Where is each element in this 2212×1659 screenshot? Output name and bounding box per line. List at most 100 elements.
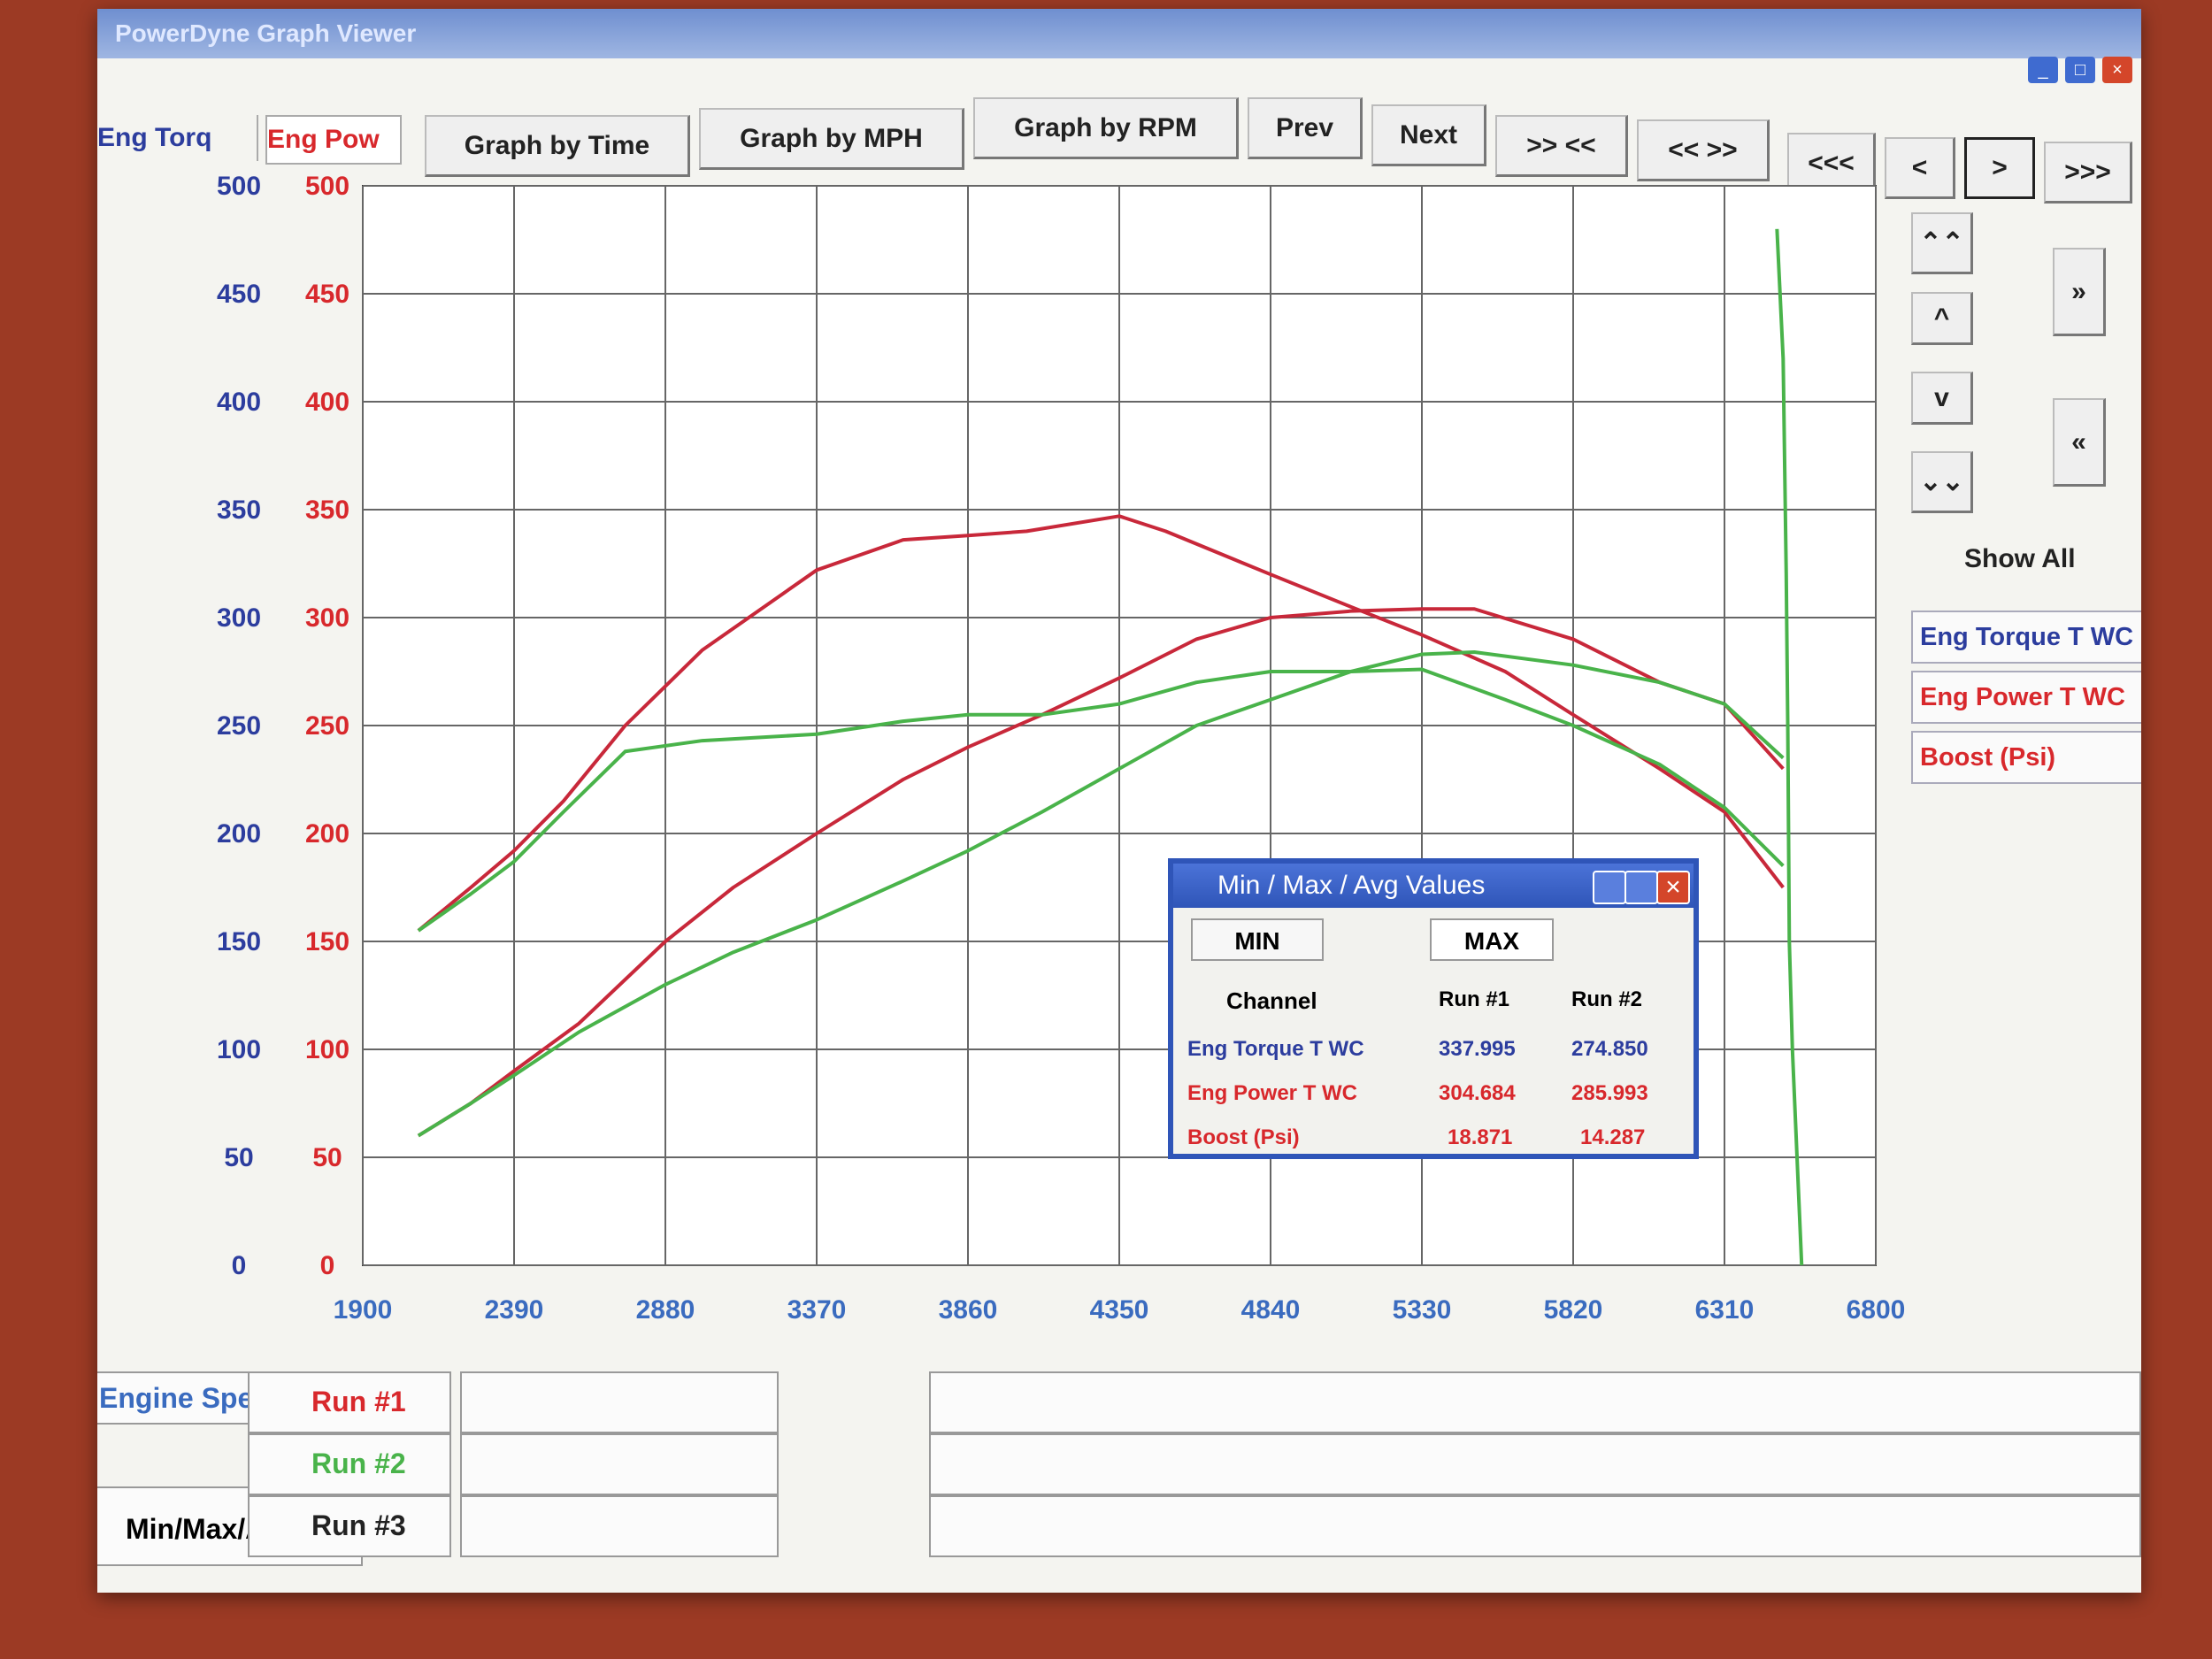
dialog-minimize-button[interactable] xyxy=(1593,871,1626,904)
y-tick-label-torque: 0 xyxy=(232,1251,247,1280)
y-tick-label-power: 0 xyxy=(320,1251,335,1280)
y-tick-label-torque: 50 xyxy=(224,1143,253,1172)
graph-viewer-window: PowerDyne Graph Viewer _ □ × Eng Torq En… xyxy=(97,9,2141,1593)
header-run1: Run #1 xyxy=(1439,987,1510,1011)
pan-right-scroll-button[interactable]: » xyxy=(2053,248,2106,336)
x-tick-label: 4840 xyxy=(1241,1295,1301,1325)
row-run1-value: 18.871 xyxy=(1448,1125,1513,1149)
series-line-3 xyxy=(417,650,1785,1138)
y-tick-label-power: 250 xyxy=(305,711,349,741)
x-tick-label: 1900 xyxy=(334,1295,393,1325)
dialog-title: Min / Max / Avg Values xyxy=(1217,871,1486,900)
row-run1-value: 337.995 xyxy=(1439,1037,1516,1061)
y-tick-label-torque: 400 xyxy=(217,388,261,417)
x-tick-label: 2390 xyxy=(485,1295,544,1325)
y-tick-label-torque: 350 xyxy=(217,495,261,525)
y-tick-label-torque: 250 xyxy=(217,711,261,741)
run2-label: Run #2 xyxy=(311,1448,406,1479)
zoom-in-button[interactable]: >> << xyxy=(1495,115,1628,177)
x-tick-label: 6310 xyxy=(1695,1295,1755,1325)
pan-left-scroll-button[interactable]: « xyxy=(2053,398,2106,487)
maximize-button[interactable]: □ xyxy=(2065,57,2095,83)
graph-by-rpm-button[interactable]: Graph by RPM xyxy=(973,97,1239,159)
prev-button[interactable]: Prev xyxy=(1248,97,1363,159)
channel-boost[interactable]: Boost (Psi) xyxy=(1911,731,2141,784)
channel-eng-power[interactable]: Eng Power T WC xyxy=(1911,671,2141,724)
run1-label: Run #1 xyxy=(311,1386,406,1417)
series-line-2 xyxy=(417,667,1785,933)
scroll-down-fast-button[interactable]: ⌄⌄ xyxy=(1911,451,1973,513)
tab-eng-power[interactable]: Eng Pow xyxy=(265,115,402,165)
run2-label-box: Run #2 xyxy=(248,1433,451,1495)
dyno-chart: 1900 2390 2880 3370 3860 4350 4840 5330 5820 6310… xyxy=(217,172,1906,1325)
row-run2-value: 285.993 xyxy=(1571,1081,1648,1105)
y-tick-label-power: 100 xyxy=(305,1035,349,1064)
channel-eng-torque[interactable]: Eng Torque T WC xyxy=(1911,611,2141,664)
row-channel: Boost (Psi) xyxy=(1187,1125,1300,1149)
y-tick-label-power: 500 xyxy=(305,172,349,201)
y-tick-label-torque: 100 xyxy=(217,1035,261,1064)
next-button[interactable]: Next xyxy=(1371,104,1486,166)
tab-min[interactable]: MIN xyxy=(1191,918,1324,961)
zoom-out-button[interactable]: << >> xyxy=(1637,119,1770,181)
tab-max[interactable]: MAX xyxy=(1430,918,1554,961)
run3-file-field[interactable] xyxy=(460,1495,779,1557)
graph-by-time-button[interactable]: Graph by Time xyxy=(425,115,690,177)
y-tick-label-power: 350 xyxy=(305,495,349,525)
x-tick-label: 3370 xyxy=(787,1295,847,1325)
scroll-up-button[interactable]: ^ xyxy=(1911,292,1973,345)
scroll-down-button[interactable]: v xyxy=(1911,372,1973,425)
chevrons-icon: » xyxy=(2071,276,2086,306)
y-tick-label-power: 50 xyxy=(312,1143,342,1172)
min-max-dialog: Min / Max / Avg Values × MIN MAX Channel… xyxy=(1168,858,1699,1159)
series-line-1 xyxy=(417,607,1785,1138)
row-run2-value: 274.850 xyxy=(1571,1037,1648,1061)
run1-file-field[interactable] xyxy=(460,1371,779,1433)
y-tick-label-power: 200 xyxy=(305,819,349,849)
minimize-button[interactable]: _ xyxy=(2028,57,2058,83)
y-tick-label-power: 400 xyxy=(305,388,349,417)
window-title: PowerDyne Graph Viewer xyxy=(115,19,417,47)
scroll-up-fast-button[interactable]: ⌃⌃ xyxy=(1911,212,1973,274)
run1-label-box: Run #1 xyxy=(248,1371,451,1433)
series-line-4 xyxy=(1775,228,1804,1266)
chevrons-icon: « xyxy=(2071,426,2086,457)
x-tick-label: 3860 xyxy=(939,1295,998,1325)
header-run2: Run #2 xyxy=(1571,987,1643,1011)
run2-file-field[interactable] xyxy=(460,1433,779,1495)
forward-button[interactable]: > xyxy=(1964,137,2035,199)
row-channel: Eng Torque T WC xyxy=(1187,1037,1364,1061)
series-line-0 xyxy=(417,514,1785,933)
row-run1-value: 304.684 xyxy=(1439,1081,1516,1105)
window-titlebar: PowerDyne Graph Viewer xyxy=(97,9,2141,58)
y-tick-label-power: 300 xyxy=(305,603,349,633)
show-all-button[interactable]: Show All xyxy=(1964,544,2076,573)
row-channel: Eng Power T WC xyxy=(1187,1081,1357,1105)
y-tick-label-torque: 300 xyxy=(217,603,261,633)
y-tick-label-power: 150 xyxy=(305,927,349,956)
y-tick-label-torque: 450 xyxy=(217,280,261,309)
y-tick-label-torque: 150 xyxy=(217,927,261,956)
row-run2-value: 14.287 xyxy=(1580,1125,1646,1149)
y-tick-label-power: 450 xyxy=(305,280,349,309)
dialog-maximize-button[interactable] xyxy=(1624,871,1658,904)
back-button[interactable]: < xyxy=(1885,137,1955,199)
x-tick-label: 4350 xyxy=(1090,1295,1149,1325)
run3-info-field xyxy=(929,1495,2141,1557)
y-tick-label-torque: 200 xyxy=(217,819,261,849)
y-tick-label-torque: 500 xyxy=(217,172,261,201)
x-tick-label: 5820 xyxy=(1544,1295,1603,1325)
graph-by-mph-button[interactable]: Graph by MPH xyxy=(699,108,964,170)
x-tick-label: 6800 xyxy=(1847,1295,1906,1325)
x-tick-label: 5330 xyxy=(1393,1295,1452,1325)
header-channel: Channel xyxy=(1226,987,1317,1014)
x-tick-label: 2880 xyxy=(636,1295,695,1325)
window-controls: _ □ × xyxy=(2028,57,2132,83)
tab-eng-torque[interactable]: Eng Torq xyxy=(97,115,258,161)
last-button[interactable]: >>> xyxy=(2044,142,2132,204)
run2-info-field xyxy=(929,1433,2141,1495)
close-button[interactable]: × xyxy=(2102,57,2132,83)
run3-label-box: Run #3 xyxy=(248,1495,451,1557)
run1-info-field xyxy=(929,1371,2141,1433)
dialog-close-button[interactable]: × xyxy=(1656,871,1690,904)
